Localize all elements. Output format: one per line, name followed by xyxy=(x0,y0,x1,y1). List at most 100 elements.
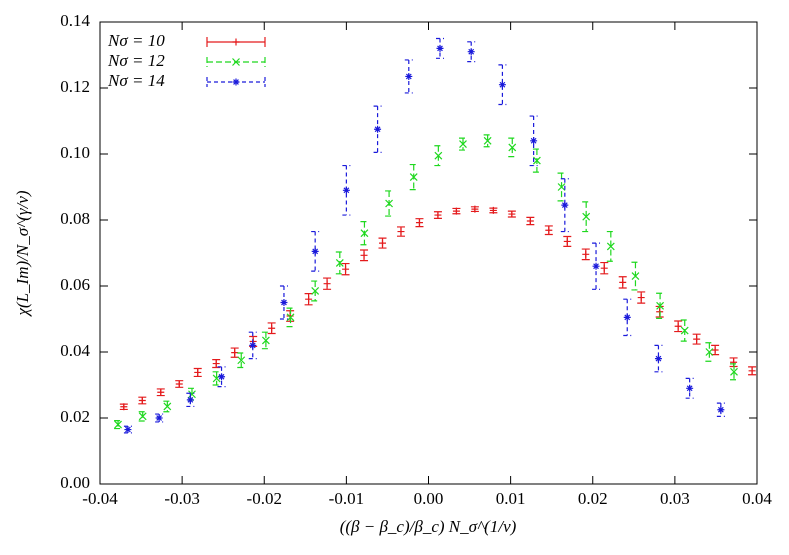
point-marker xyxy=(379,239,387,247)
point-marker xyxy=(218,373,226,381)
point-marker xyxy=(231,349,239,357)
point-marker xyxy=(138,397,146,405)
point-marker xyxy=(452,207,460,215)
point-marker xyxy=(249,341,257,349)
point-marker xyxy=(582,212,591,221)
point-marker xyxy=(120,403,128,411)
point-marker xyxy=(186,396,194,404)
point-marker xyxy=(434,211,442,219)
y-tick-label: 0.02 xyxy=(60,407,90,426)
x-tick-label: 0.00 xyxy=(414,489,444,508)
y-tick-label: 0.00 xyxy=(60,473,90,492)
point-marker xyxy=(563,237,571,245)
x-tick-label: 0.01 xyxy=(496,489,526,508)
error-bar xyxy=(730,363,739,381)
point-marker xyxy=(405,72,413,80)
point-marker xyxy=(467,48,475,56)
point-marker xyxy=(592,262,600,270)
point-marker xyxy=(730,367,738,376)
point-marker xyxy=(335,258,344,267)
legend-label: Nσ = 12 xyxy=(107,51,165,70)
point-marker xyxy=(286,313,295,322)
y-tick-label: 0.08 xyxy=(60,209,90,228)
point-marker xyxy=(459,140,467,149)
point-marker xyxy=(311,247,319,255)
point-marker xyxy=(114,420,122,429)
x-tick-label: 0.03 xyxy=(660,489,690,508)
point-marker xyxy=(397,228,405,236)
legend-label: Nσ = 14 xyxy=(107,71,165,90)
point-marker xyxy=(360,251,368,259)
point-marker xyxy=(138,412,147,421)
point-marker xyxy=(360,229,369,238)
point-marker xyxy=(155,414,163,422)
point-marker xyxy=(654,355,662,363)
error-bar xyxy=(186,392,195,408)
error-bar xyxy=(716,402,725,417)
point-marker xyxy=(415,219,423,227)
point-marker xyxy=(212,374,221,383)
point-marker xyxy=(693,335,701,343)
error-bar xyxy=(623,298,632,337)
point-marker xyxy=(711,346,719,354)
point-marker xyxy=(311,287,320,295)
x-axis-label: ((β − β_c)/β_c) N_σ^(1/ν) xyxy=(340,517,517,536)
point-marker xyxy=(600,264,608,272)
point-marker xyxy=(237,356,246,365)
point-marker xyxy=(545,226,553,234)
point-marker xyxy=(483,136,492,145)
error-bar xyxy=(212,371,221,386)
error-bar xyxy=(311,230,320,272)
legend-marker xyxy=(232,78,240,86)
legend-marker xyxy=(232,58,240,66)
point-marker xyxy=(656,301,665,310)
point-marker xyxy=(532,156,541,165)
point-marker xyxy=(436,44,444,52)
error-bar xyxy=(261,331,270,350)
point-marker xyxy=(637,294,645,302)
point-marker xyxy=(374,125,382,133)
point-marker xyxy=(280,299,288,306)
point-marker xyxy=(557,183,566,191)
point-marker xyxy=(680,326,689,335)
point-marker xyxy=(471,205,479,213)
point-marker xyxy=(508,143,517,152)
point-marker xyxy=(212,360,220,368)
x-tick-label: 0.04 xyxy=(742,489,772,508)
point-marker xyxy=(175,380,183,388)
error-bar xyxy=(498,64,507,106)
point-marker xyxy=(124,426,132,434)
point-marker xyxy=(342,265,350,273)
y-tick-label: 0.10 xyxy=(60,143,90,162)
legend-marker xyxy=(232,38,240,46)
y-tick-label: 0.06 xyxy=(60,275,90,294)
point-marker xyxy=(623,313,631,321)
error-bar xyxy=(654,344,663,373)
x-tick-label: -0.04 xyxy=(82,489,118,508)
point-marker xyxy=(188,390,196,399)
point-marker xyxy=(582,250,590,258)
point-marker xyxy=(717,406,725,414)
error-bar xyxy=(560,178,569,233)
point-marker xyxy=(530,137,538,145)
x-tick-label: -0.03 xyxy=(164,489,199,508)
x-tick-label: -0.01 xyxy=(329,489,364,508)
point-marker xyxy=(705,348,714,356)
y-tick-label: 0.12 xyxy=(60,77,90,96)
point-marker xyxy=(508,210,516,218)
point-marker xyxy=(526,217,534,225)
error-bar xyxy=(248,331,257,360)
point-marker xyxy=(305,295,313,303)
point-marker xyxy=(606,242,615,251)
point-marker xyxy=(409,173,418,182)
y-tick-label: 0.14 xyxy=(60,11,90,30)
point-marker xyxy=(194,368,202,376)
y-axis-label: χ(L_Im)/N_σ^(γ/ν) xyxy=(13,190,32,317)
error-bar xyxy=(237,352,246,369)
point-marker xyxy=(489,206,497,214)
point-marker xyxy=(498,81,506,89)
y-tick-label: 0.04 xyxy=(60,341,90,360)
point-marker xyxy=(163,402,172,411)
x-tick-label: -0.02 xyxy=(247,489,282,508)
